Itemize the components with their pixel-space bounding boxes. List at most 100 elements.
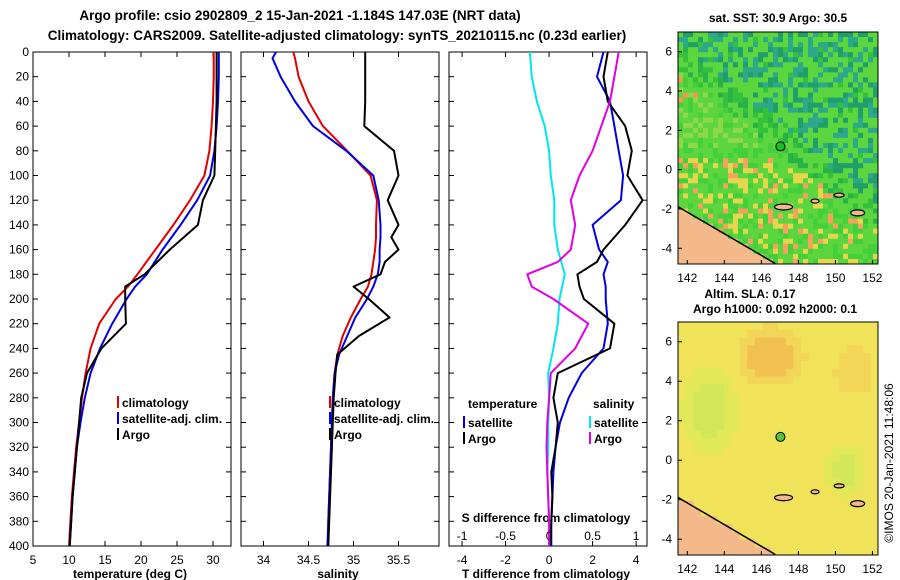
heatmap-cell <box>793 438 802 447</box>
heatmap-cell <box>753 213 759 220</box>
heatmap-cell <box>868 102 874 109</box>
heatmap-cell <box>678 158 684 164</box>
heatmap-cell <box>773 163 779 169</box>
heatmap-cell <box>847 508 856 517</box>
heatmap-cell <box>718 178 724 184</box>
heatmap-cell <box>818 198 824 204</box>
heatmap-cell <box>748 168 754 174</box>
heatmap-cell <box>693 422 702 432</box>
heatmap-cell <box>808 337 817 346</box>
heatmap-cell <box>748 32 754 38</box>
heatmap-cell <box>854 438 864 447</box>
heatmap-cell <box>823 198 829 204</box>
heatmap-cell <box>798 107 804 114</box>
heatmap-cell <box>773 148 779 154</box>
heatmap-cell <box>701 430 710 439</box>
heatmap-cell <box>731 415 740 424</box>
map-x-tick-label: 146 <box>751 562 771 576</box>
heatmap-cell <box>708 173 714 179</box>
heatmap-cell <box>793 477 802 486</box>
heatmap-cell <box>843 92 849 98</box>
heatmap-cell <box>731 430 740 439</box>
heatmap-cell <box>823 132 829 139</box>
heatmap-cell <box>716 531 725 540</box>
heatmap-cell <box>824 438 833 447</box>
heatmap-cell <box>798 153 804 159</box>
heatmap-cell <box>873 57 879 63</box>
heatmap-cell <box>763 47 769 53</box>
heatmap-cell <box>793 547 802 556</box>
heatmap-cell <box>803 258 809 265</box>
heatmap-cell <box>718 32 724 38</box>
heatmap-cell <box>698 142 704 149</box>
heatmap-cell <box>816 461 825 470</box>
heatmap-cell <box>839 523 848 533</box>
heatmap-cell <box>688 77 694 83</box>
heatmap-cell <box>813 72 819 78</box>
heatmap-cell <box>848 148 854 154</box>
heatmap-cell <box>803 122 809 129</box>
heatmap-cell <box>808 329 817 338</box>
heatmap-cell <box>713 42 719 48</box>
heatmap-cell <box>678 137 684 144</box>
heatmap-cell <box>801 415 810 424</box>
heatmap-cell <box>763 183 769 189</box>
heatmap-cell <box>803 173 809 179</box>
heatmap-cell <box>770 422 779 432</box>
heatmap-cell <box>693 173 699 179</box>
heatmap-cell <box>824 345 833 354</box>
heatmap-cell <box>739 322 748 331</box>
heatmap-cell <box>870 547 879 556</box>
heatmap-cell <box>723 102 729 109</box>
heatmap-cell <box>733 102 739 109</box>
heatmap-cell <box>839 500 848 509</box>
heatmap-cell <box>773 47 779 53</box>
heatmap-cell <box>808 399 817 408</box>
heatmap-cell <box>778 82 784 88</box>
heatmap-cell <box>770 508 779 517</box>
heatmap-cell <box>798 57 804 63</box>
heatmap-cell <box>731 391 740 401</box>
s-axis-tick-label: -1 <box>457 529 468 543</box>
heatmap-cell <box>801 508 810 517</box>
heatmap-cell <box>848 178 854 184</box>
heatmap-cell <box>698 213 704 220</box>
heatmap-cell <box>728 183 734 189</box>
heatmap-cell <box>828 72 834 78</box>
heatmap-cell <box>788 102 794 109</box>
heatmap-cell <box>708 137 714 144</box>
heatmap-cell <box>873 193 879 199</box>
heatmap-cell <box>803 198 809 204</box>
heatmap-cell <box>788 87 794 93</box>
heatmap-cell <box>723 142 729 149</box>
heatmap-cell <box>728 142 734 149</box>
heatmap-cell <box>698 258 704 265</box>
heatmap-cell <box>703 188 709 194</box>
heatmap-cell <box>818 67 824 73</box>
heatmap-cell <box>698 228 704 235</box>
heatmap-cell <box>808 233 814 240</box>
heatmap-cell <box>768 107 774 114</box>
heatmap-cell <box>848 253 854 260</box>
heatmap-cell <box>738 158 744 164</box>
heatmap-cell <box>738 173 744 179</box>
heatmap-cell <box>718 198 724 204</box>
heatmap-cell <box>862 539 871 548</box>
heatmap-cell <box>733 127 739 134</box>
heatmap-cell <box>678 173 684 179</box>
heatmap-cell <box>703 37 709 43</box>
heatmap-cell <box>716 547 725 556</box>
heatmap-cell <box>823 163 829 169</box>
heatmap-cell <box>843 37 849 43</box>
heatmap-cell <box>798 198 804 204</box>
heatmap-cell <box>843 223 849 230</box>
heatmap-cell <box>683 218 689 225</box>
heatmap-cell <box>813 238 819 245</box>
heatmap-cell <box>678 42 684 48</box>
heatmap-cell <box>708 198 714 204</box>
heatmap-cell <box>728 178 734 184</box>
heatmap-cell <box>813 213 819 220</box>
series-line-argo <box>327 52 400 547</box>
heatmap-cell <box>868 173 874 179</box>
heatmap-cell <box>801 438 810 447</box>
